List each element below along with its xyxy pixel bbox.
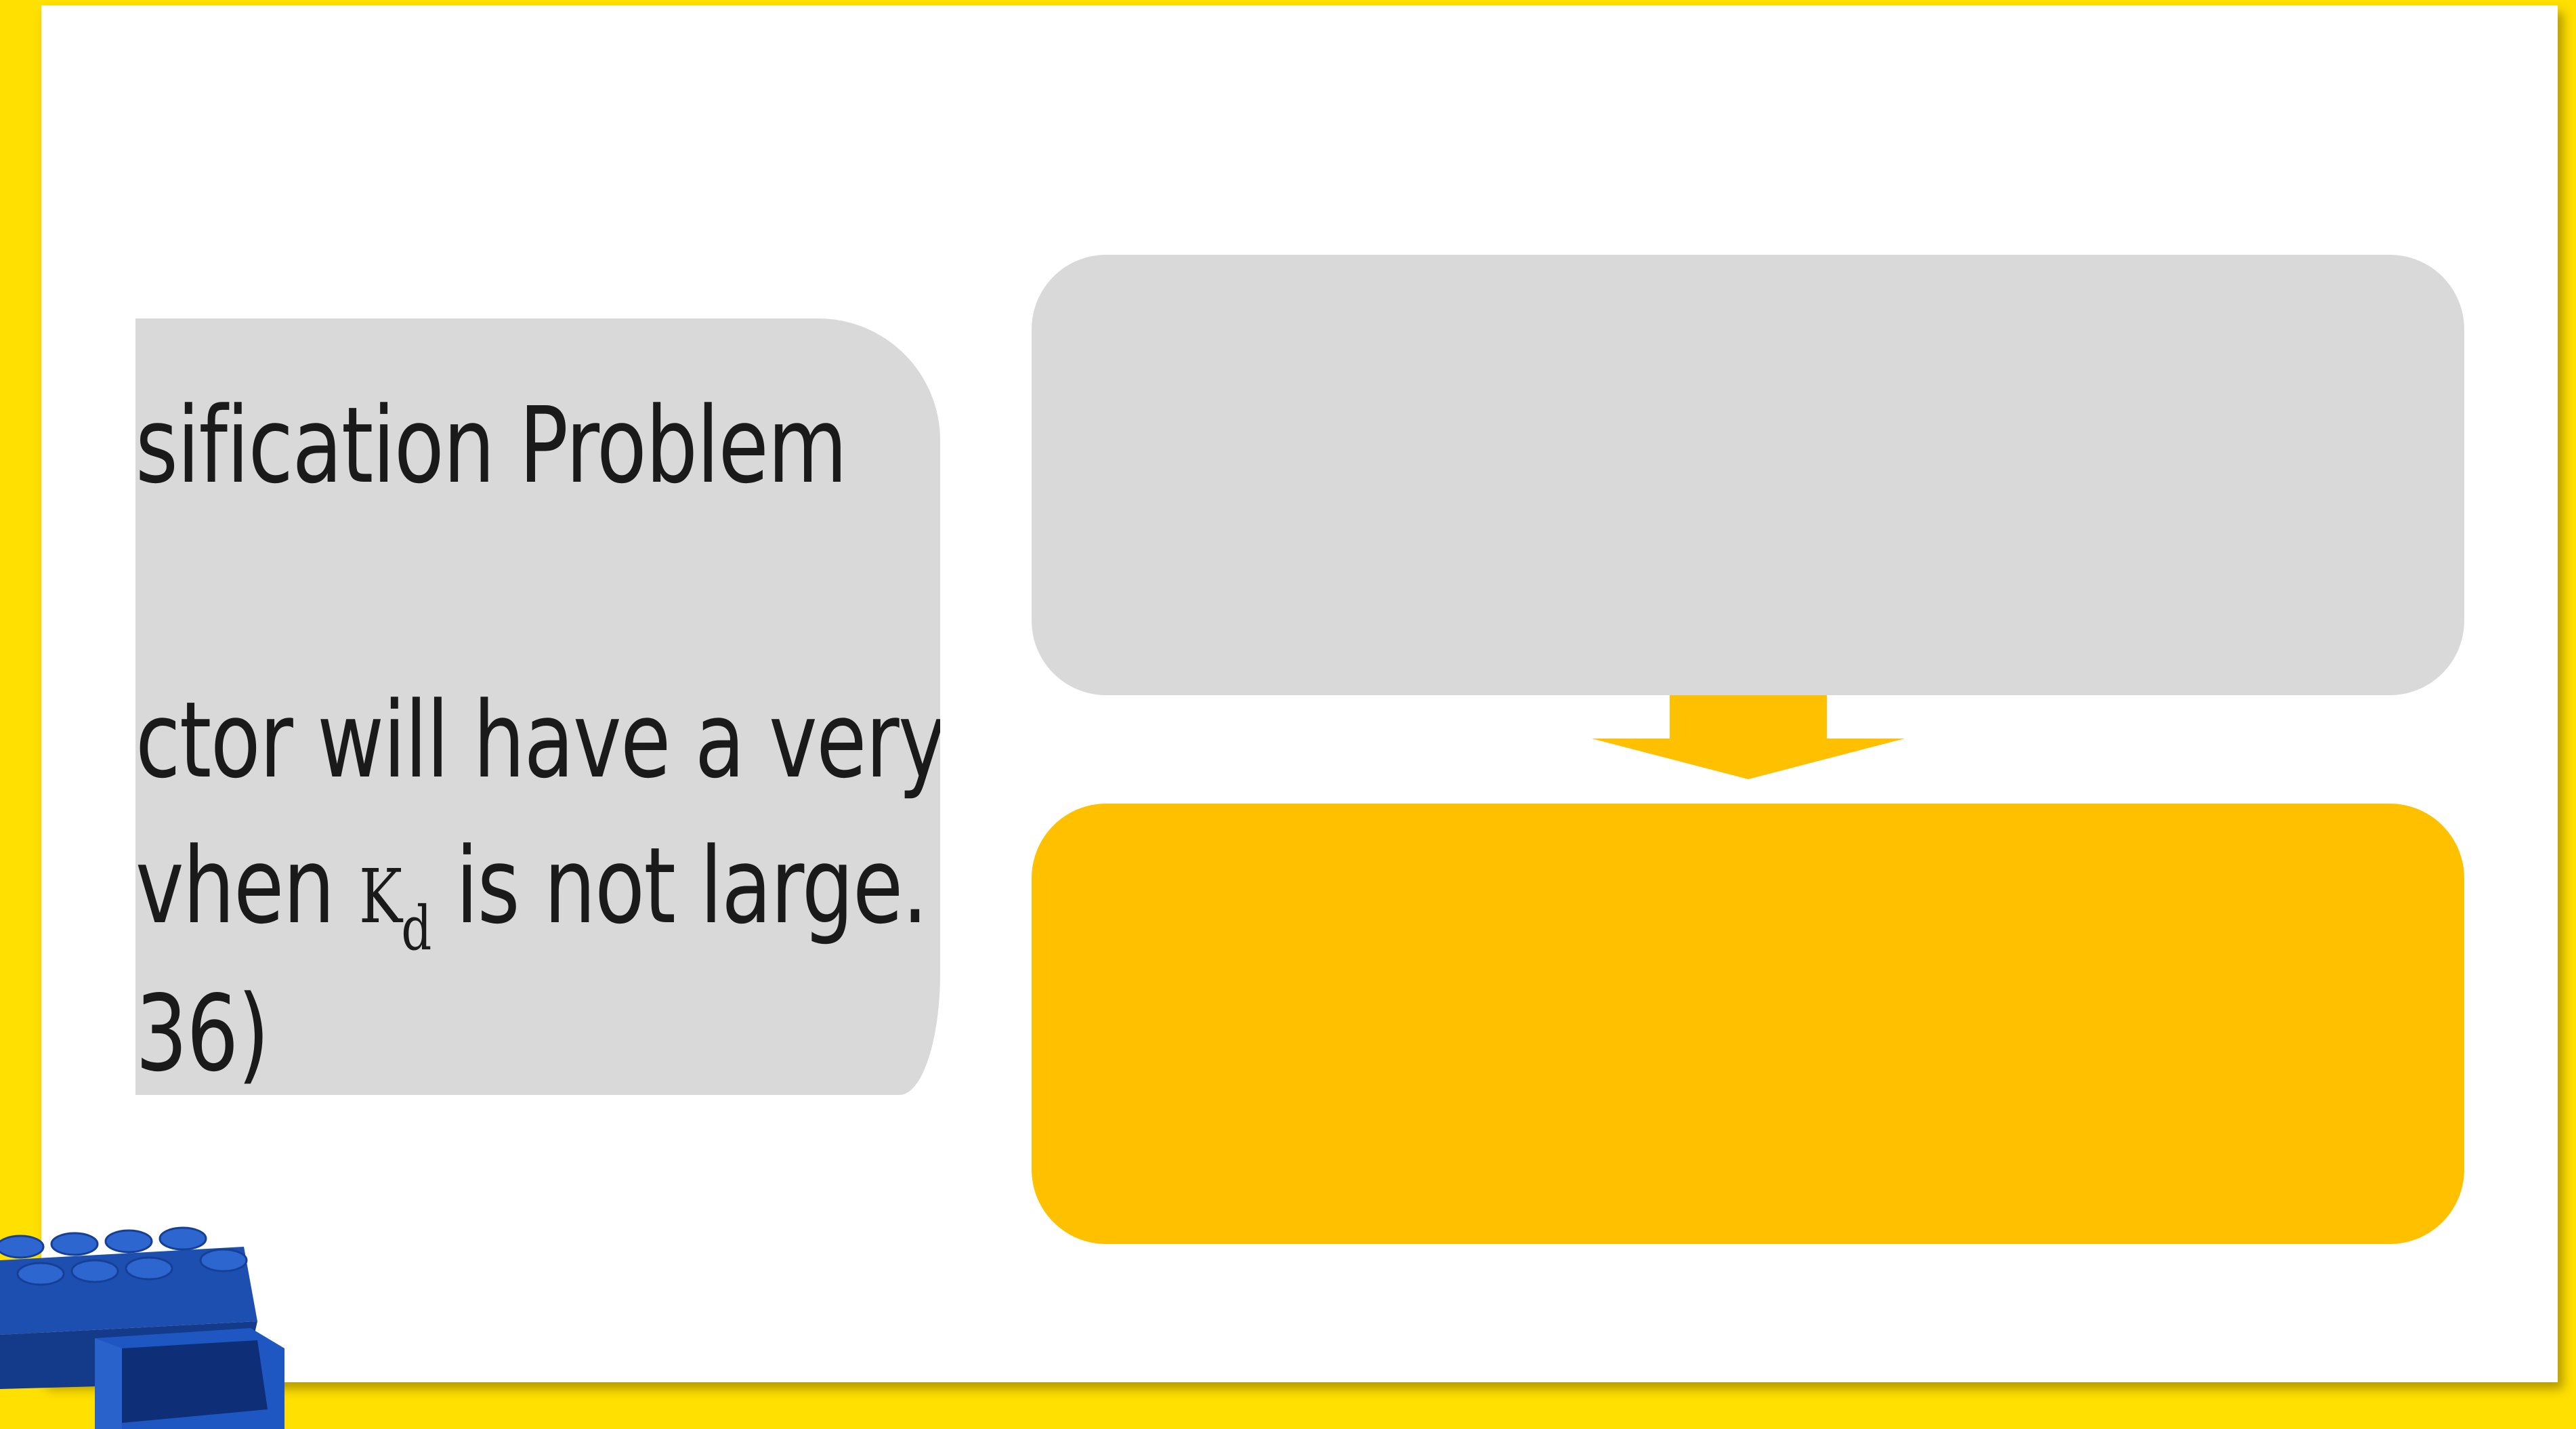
panel-text-line: 36): [135, 972, 270, 1095]
kd-subscript: d: [401, 893, 431, 964]
panel-text-line: vhen Kd is not large.: [135, 833, 928, 959]
flow-top-box: [1032, 255, 2464, 695]
flow-bottom-box: [1032, 804, 2464, 1244]
slide: sification Problem ctor will have a very…: [41, 5, 2558, 1382]
down-arrow-icon: [1592, 695, 1905, 779]
panel-text-fragment: is not large.: [430, 825, 929, 947]
left-text-panel: sification Problem ctor will have a very…: [135, 318, 940, 1095]
panel-text-fragment: vhen: [135, 825, 359, 947]
kd-symbol: K: [358, 853, 402, 940]
panel-text-line: ctor will have a very: [135, 679, 940, 802]
lego-brick-icon: [0, 1226, 284, 1429]
panel-heading: sification Problem: [135, 384, 847, 507]
